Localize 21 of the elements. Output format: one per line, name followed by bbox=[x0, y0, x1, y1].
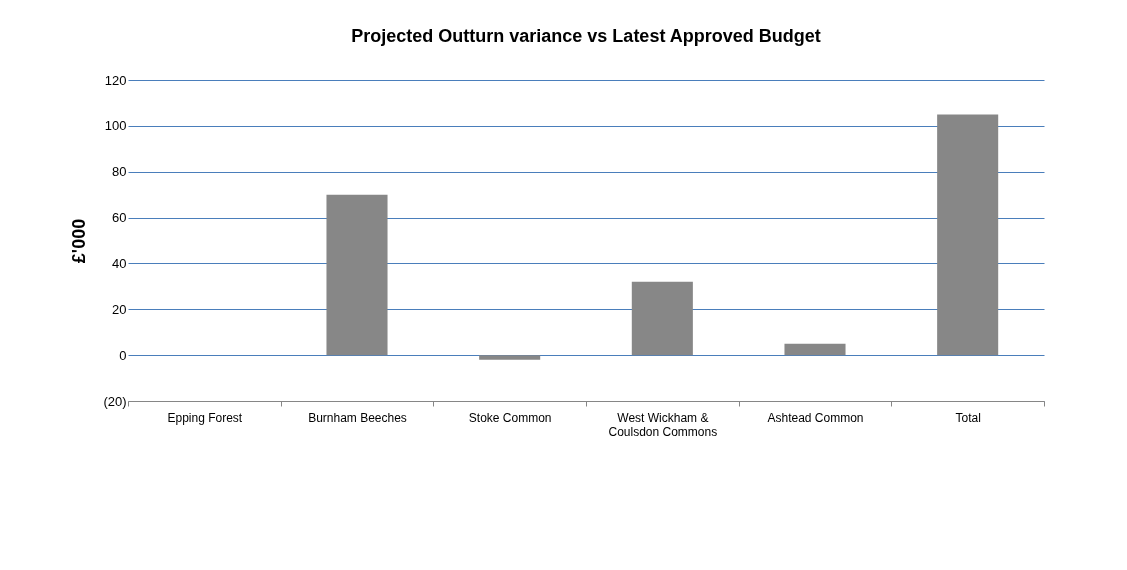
x-tick-label: Burnham Beeches bbox=[308, 410, 407, 425]
x-tick-label: Total bbox=[955, 410, 981, 425]
y-tick-label: 40 bbox=[112, 255, 127, 271]
y-tick-label: 60 bbox=[112, 210, 127, 226]
x-tick-label: West Wickham & Coulsdon Commons bbox=[608, 410, 718, 439]
bar bbox=[784, 343, 846, 356]
y-tick-label: 20 bbox=[112, 301, 127, 317]
y-tick-label: 120 bbox=[104, 72, 127, 88]
x-tick-label: Stoke Common bbox=[468, 410, 552, 425]
x-tick-label: Ashtead Common bbox=[767, 410, 864, 425]
y-axis-title: £'000 bbox=[69, 218, 90, 264]
chart-title: Projected Outturn variance vs Latest Approved Budget bbox=[351, 26, 821, 46]
y-tick-label: (20) bbox=[103, 393, 127, 409]
y-tick-label: 0 bbox=[119, 347, 127, 363]
x-tick-label: Epping Forest bbox=[167, 410, 243, 425]
bar bbox=[479, 355, 541, 360]
bar bbox=[937, 114, 999, 356]
bar bbox=[631, 281, 693, 356]
y-tick-label: 80 bbox=[112, 164, 127, 180]
y-tick-label: 100 bbox=[104, 118, 127, 134]
bar bbox=[326, 194, 388, 356]
